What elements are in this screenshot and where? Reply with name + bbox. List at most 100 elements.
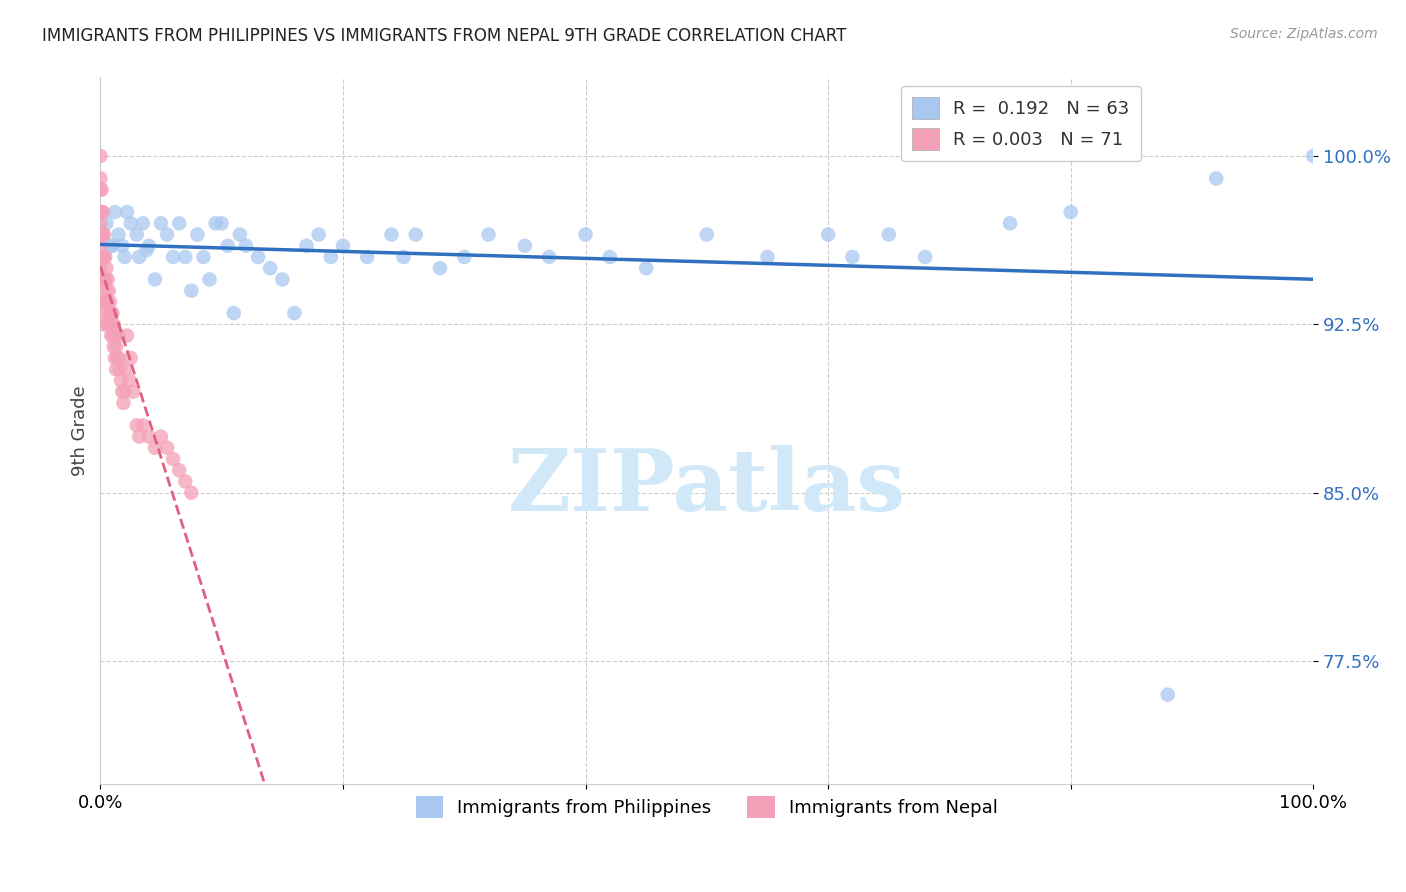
Point [132,216,155,230]
Point [817,227,839,242]
Point [380,227,402,242]
Point [477,227,499,242]
Point [93,294,115,309]
Point [308,227,330,242]
Point [111,384,134,399]
Point [96,306,118,320]
Point [91,272,114,286]
Point [319,250,342,264]
Point [150,216,173,230]
Point [125,227,148,242]
Point [90,250,112,264]
Point [93,318,115,332]
Point [94,294,117,309]
Point [135,244,157,258]
Point [98,294,121,309]
Point [111,239,134,253]
Point [174,475,197,489]
Point [90,183,112,197]
Point [180,284,202,298]
Point [89,272,111,286]
Point [104,328,127,343]
Point [89,205,111,219]
Point [429,261,451,276]
Point [143,441,166,455]
Point [98,318,121,332]
Point [156,227,179,242]
Point [96,216,118,230]
Point [93,250,115,264]
Point [122,384,145,399]
Point [283,306,305,320]
Point [93,272,115,286]
Point [143,272,166,286]
Point [105,340,128,354]
Point [110,373,132,387]
Point [222,306,245,320]
Point [114,250,136,264]
Point [332,239,354,253]
Point [211,216,233,230]
Point [998,216,1021,230]
Point [96,284,118,298]
Point [1205,171,1227,186]
Point [132,418,155,433]
Point [150,429,173,443]
Point [295,239,318,253]
Point [89,171,111,186]
Point [696,227,718,242]
Point [914,250,936,264]
Point [125,418,148,433]
Point [217,239,239,253]
Point [636,261,658,276]
Point [91,205,114,219]
Point [167,463,190,477]
Legend: Immigrants from Philippines, Immigrants from Nepal: Immigrants from Philippines, Immigrants … [409,789,1005,825]
Text: IMMIGRANTS FROM PHILIPPINES VS IMMIGRANTS FROM NEPAL 9TH GRADE CORRELATION CHART: IMMIGRANTS FROM PHILIPPINES VS IMMIGRANT… [42,27,846,45]
Point [97,318,120,332]
Point [574,227,596,242]
Point [91,250,114,264]
Point [97,306,120,320]
Point [1157,688,1180,702]
Point [138,429,160,443]
Point [97,272,120,286]
Point [162,250,184,264]
Point [107,227,129,242]
Point [405,227,427,242]
Point [120,351,142,365]
Point [91,250,114,264]
Point [247,250,270,264]
Point [204,216,226,230]
Point [356,250,378,264]
Point [112,396,135,410]
Point [93,272,115,286]
Point [89,227,111,242]
Point [162,452,184,467]
Text: ZIPatlas: ZIPatlas [508,445,905,530]
Point [107,351,129,365]
Point [115,205,138,219]
Point [120,216,142,230]
Point [89,250,111,264]
Point [114,362,136,376]
Point [453,250,475,264]
Point [101,239,124,253]
Point [229,227,252,242]
Y-axis label: 9th Grade: 9th Grade [72,385,89,476]
Point [107,328,129,343]
Point [105,362,128,376]
Point [100,306,122,320]
Point [104,351,127,365]
Point [101,306,124,320]
Point [97,294,120,309]
Point [103,318,125,332]
Point [138,239,160,253]
Point [89,216,111,230]
Point [1302,149,1324,163]
Point [103,340,125,354]
Point [104,205,127,219]
Point [89,261,111,276]
Point [93,227,115,242]
Point [877,227,900,242]
